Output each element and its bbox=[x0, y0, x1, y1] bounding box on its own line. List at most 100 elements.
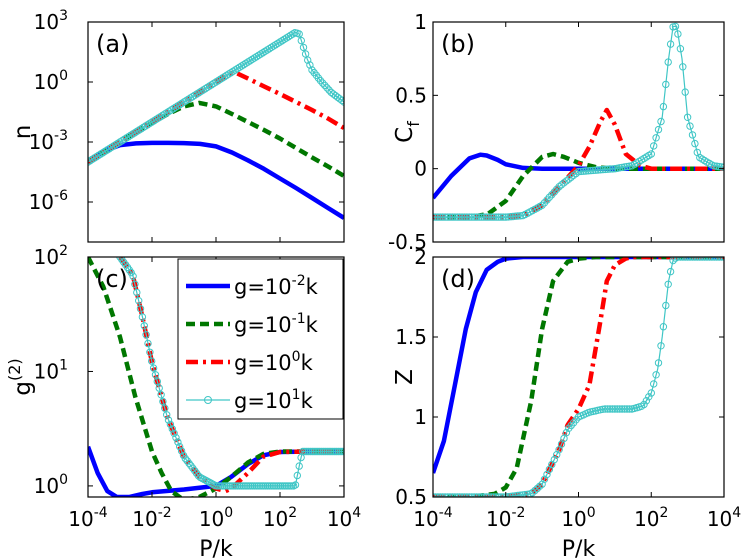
data-point bbox=[487, 213, 495, 221]
data-point bbox=[299, 43, 308, 52]
data-point bbox=[146, 348, 154, 356]
data-point bbox=[618, 163, 626, 172]
panel-label: (a) bbox=[96, 30, 129, 58]
y-tick-label: 10-6 bbox=[29, 188, 69, 214]
data-point bbox=[599, 165, 607, 174]
data-point bbox=[603, 165, 612, 173]
data-point bbox=[618, 405, 626, 413]
data-point bbox=[652, 371, 660, 379]
data-point bbox=[460, 213, 469, 221]
panel-c: 10-4 10-2 100 102 104 100 101 102 (c) g(2) P/k bbox=[5, 243, 361, 560]
data-point bbox=[584, 167, 592, 175]
data-point bbox=[310, 447, 318, 456]
data-point bbox=[555, 183, 563, 191]
data-point bbox=[316, 447, 324, 456]
data-point bbox=[321, 81, 329, 90]
data-point bbox=[470, 213, 478, 221]
data-point bbox=[306, 447, 315, 456]
data-point bbox=[480, 213, 488, 221]
data-point bbox=[650, 142, 658, 150]
data-point bbox=[220, 482, 229, 490]
data-point bbox=[282, 482, 290, 490]
data-point bbox=[267, 482, 275, 490]
data-point bbox=[562, 177, 571, 185]
data-point bbox=[499, 213, 507, 221]
data-point bbox=[654, 125, 663, 134]
data-point bbox=[717, 163, 724, 171]
data-point bbox=[133, 288, 141, 297]
data-point bbox=[276, 482, 285, 490]
data-point bbox=[293, 471, 301, 480]
data-point bbox=[138, 313, 147, 321]
data-point bbox=[239, 482, 247, 490]
plot-area bbox=[88, 257, 344, 497]
data-point bbox=[215, 482, 223, 490]
data-point bbox=[688, 131, 697, 139]
data-point bbox=[516, 491, 524, 497]
data-point bbox=[456, 213, 464, 221]
data-point bbox=[140, 322, 149, 330]
data-point bbox=[650, 380, 658, 388]
x-tick-label: 102 bbox=[263, 505, 297, 531]
data-point bbox=[533, 484, 541, 493]
data-point bbox=[205, 478, 214, 487]
data-point bbox=[161, 404, 169, 412]
data-point bbox=[170, 429, 178, 437]
data-point bbox=[596, 166, 604, 174]
data-point bbox=[163, 411, 171, 419]
data-point bbox=[237, 482, 246, 490]
series-line-g_1e-2 bbox=[433, 257, 724, 474]
x-tick-label: 10-2 bbox=[486, 505, 525, 531]
data-point bbox=[191, 467, 199, 475]
data-point bbox=[502, 213, 510, 221]
data-point bbox=[710, 162, 718, 170]
y-axis-label: Cf bbox=[392, 121, 423, 143]
data-point bbox=[504, 213, 512, 221]
data-point bbox=[433, 213, 437, 221]
data-point bbox=[463, 213, 471, 221]
data-point bbox=[222, 482, 231, 490]
data-point bbox=[645, 393, 653, 401]
data-point bbox=[256, 482, 264, 490]
data-point bbox=[620, 405, 629, 413]
data-point bbox=[536, 482, 544, 490]
data-point bbox=[144, 339, 152, 348]
data-point bbox=[250, 482, 259, 490]
data-point bbox=[664, 280, 672, 288]
data-point bbox=[153, 377, 162, 386]
data-point bbox=[472, 213, 481, 221]
data-point bbox=[164, 416, 173, 424]
data-point bbox=[506, 213, 515, 221]
data-point bbox=[521, 490, 529, 497]
data-point bbox=[662, 301, 670, 310]
data-point bbox=[574, 167, 583, 176]
data-point bbox=[553, 185, 561, 194]
data-point bbox=[625, 405, 634, 413]
data-point bbox=[572, 169, 580, 178]
data-point bbox=[291, 481, 300, 489]
data-point bbox=[560, 179, 568, 187]
data-point bbox=[659, 323, 668, 331]
data-point bbox=[664, 58, 672, 66]
data-point bbox=[284, 482, 292, 490]
data-point bbox=[458, 213, 466, 221]
data-point bbox=[514, 491, 522, 497]
data-point bbox=[686, 122, 694, 130]
panel-b: -0.5 0 0.5 1 (b) Cf bbox=[388, 10, 725, 254]
data-point bbox=[316, 76, 325, 85]
data-point bbox=[166, 420, 175, 429]
data-point bbox=[325, 86, 333, 94]
data-point bbox=[601, 405, 609, 413]
data-point bbox=[131, 280, 139, 288]
data-point bbox=[295, 462, 303, 470]
data-point bbox=[261, 482, 270, 490]
data-point bbox=[671, 22, 680, 31]
axes-frame bbox=[432, 21, 725, 243]
y-tick-label: 1 bbox=[414, 405, 427, 429]
data-point bbox=[594, 166, 602, 174]
data-point bbox=[676, 45, 685, 53]
data-point bbox=[492, 213, 500, 221]
series-line-g_1e-2 bbox=[433, 152, 724, 200]
data-point bbox=[623, 405, 631, 413]
data-point bbox=[494, 213, 503, 221]
